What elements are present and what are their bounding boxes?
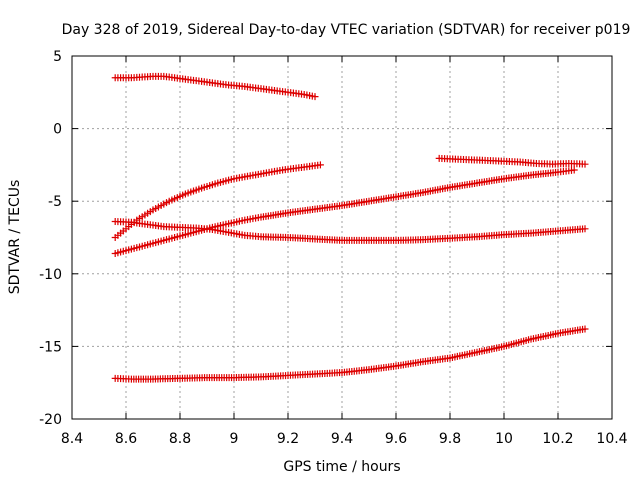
series-arc-3 — [111, 218, 589, 244]
data-point — [311, 93, 319, 101]
series-arc-6 — [111, 325, 589, 383]
series-arc-5 — [435, 154, 589, 168]
data-point — [581, 325, 589, 333]
data-point — [581, 225, 589, 233]
data-point — [570, 166, 578, 174]
data-point — [581, 160, 589, 168]
y-tick-label: -15 — [39, 339, 62, 355]
y-axis-label: SDTVAR / TECUs — [7, 180, 23, 295]
x-tick-label: 8.4 — [61, 431, 83, 447]
x-tick-label: 9.4 — [331, 431, 353, 447]
x-tick-label: 10.2 — [542, 431, 573, 447]
data-point — [316, 161, 324, 169]
series-arc-4 — [111, 166, 578, 257]
y-tick-label: -10 — [39, 267, 62, 283]
chart-title: Day 328 of 2019, Sidereal Day-to-day VTE… — [62, 22, 631, 38]
y-tick-label: 5 — [53, 49, 62, 65]
x-axis-label: GPS time / hours — [283, 459, 400, 475]
x-tick-label: 9.8 — [439, 431, 461, 447]
y-tick-label: -5 — [48, 194, 62, 210]
x-tick-label: 8.6 — [115, 431, 137, 447]
y-tick-label: 0 — [53, 122, 62, 138]
x-tick-label: 10.4 — [596, 431, 627, 447]
x-tick-label: 10 — [495, 431, 513, 447]
series-arc-1 — [111, 72, 319, 101]
axis-ticks: 8.4 8.6 8.8 9 9.2 9.4 9.6 9.8 10 10.2 10.4 5 0 -5 -10 -… — [39, 49, 628, 447]
x-tick-label: 9.2 — [277, 431, 299, 447]
x-tick-label: 8.8 — [169, 431, 191, 447]
y-tick-label: -20 — [39, 412, 62, 428]
x-tick-label: 9.6 — [385, 431, 407, 447]
data-series — [111, 72, 589, 383]
x-tick-label: 9 — [230, 431, 239, 447]
series-arc-2 — [111, 161, 324, 241]
